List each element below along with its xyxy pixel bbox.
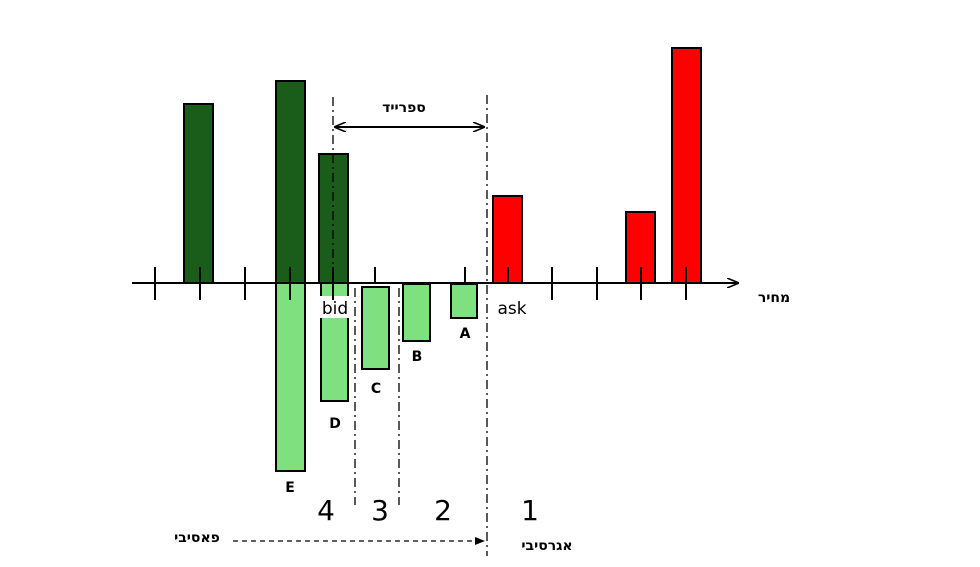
- order-label-e: E: [285, 480, 295, 496]
- price-axis-label: מחיר: [758, 290, 790, 306]
- bid-book-bar-2: [275, 80, 306, 284]
- order-bar-e: [275, 282, 306, 472]
- aggressive-label: אגרסיבי: [521, 538, 572, 554]
- order-label-d: D: [329, 416, 341, 432]
- zone-label-4: 4: [317, 494, 335, 527]
- order-bar-a: [450, 283, 478, 319]
- axis-ticks: [154, 267, 687, 300]
- bid-label: bid: [322, 299, 348, 319]
- bid-label-background: [320, 296, 350, 318]
- spread-label: ספרייד: [382, 100, 426, 116]
- passive-label: פאסיבי: [174, 530, 220, 546]
- bid-book-bar-1: [183, 103, 214, 284]
- zone-label-3: 3: [371, 494, 389, 527]
- ask-book-bar-3: [671, 47, 702, 284]
- ask-label: ask: [497, 299, 526, 319]
- zone-label-1: 1: [521, 494, 539, 527]
- order-bar-c: [361, 286, 390, 370]
- order-label-b: B: [412, 349, 423, 365]
- zone-boundaries: [332, 95, 488, 556]
- order-label-c: C: [371, 381, 381, 397]
- order-bar-b: [402, 283, 431, 342]
- order-label-a: A: [460, 326, 471, 342]
- zone-label-2: 2: [434, 494, 452, 527]
